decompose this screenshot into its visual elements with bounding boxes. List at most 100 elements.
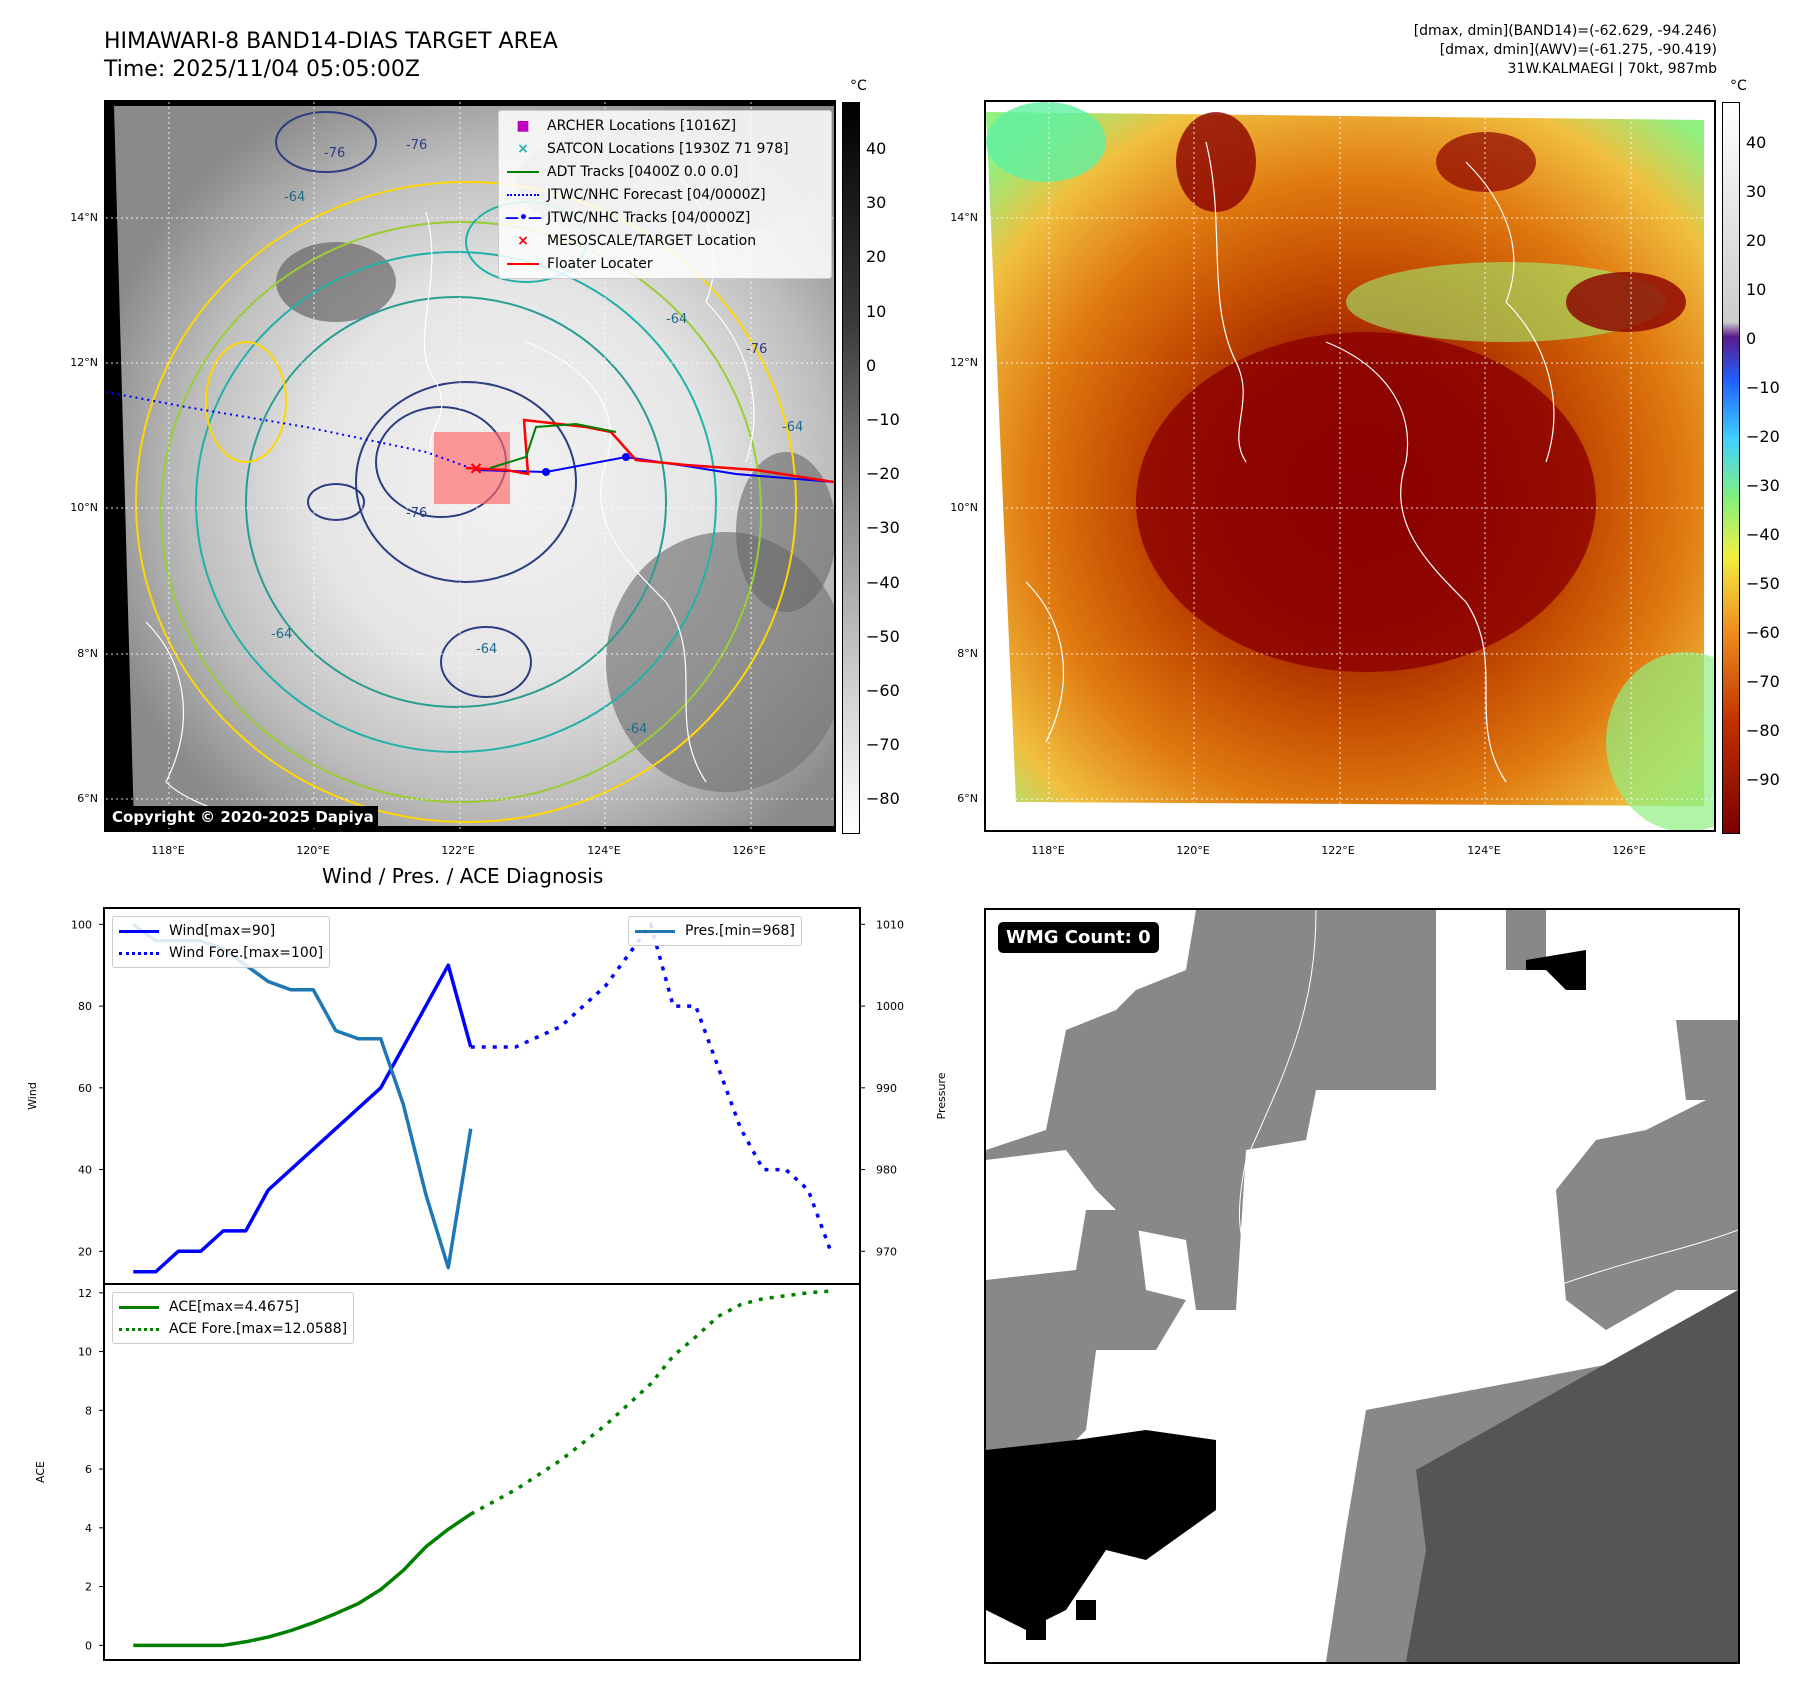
colorbar-tick: 0: [866, 355, 877, 375]
lon-tick: 126°E: [1612, 844, 1646, 857]
svg-text:×: ×: [468, 458, 483, 479]
adt-track: [489, 422, 617, 469]
wind-ytick-label: 60: [78, 1082, 92, 1095]
colorbar-tick: −20: [1746, 427, 1780, 446]
right-map-imagery: [986, 102, 1714, 830]
colorbar-tick: −70: [866, 735, 900, 755]
colorbar-tick: 10: [866, 301, 887, 321]
contour-label: -76: [324, 146, 346, 161]
colorbar-tick: −80: [866, 789, 900, 809]
lon-tick: 122°E: [441, 844, 475, 857]
wind-forecast-line: [470, 922, 833, 1252]
ace-ytick-label: 4: [85, 1522, 92, 1535]
left-colorbar: [842, 102, 860, 834]
contour-label: -64: [476, 642, 498, 657]
colorbar-tick: −20: [866, 464, 900, 484]
ace-ytick-label: 0: [85, 1639, 92, 1652]
info-storm: 31W.KALMAEGI | 70kt, 987mb: [1507, 61, 1717, 77]
info-awv: [dmax, dmin](AWV)=(-61.275, -90.419): [1439, 42, 1717, 58]
colorbar-tick: −50: [1746, 574, 1780, 593]
contour-label: -76: [746, 342, 768, 357]
legend-archer: ■ ARCHER Locations [1016Z]: [516, 117, 737, 134]
pres-legend-label: Pres.[min=968]: [685, 923, 795, 939]
legend-satcon: × SATCON Locations [1930Z 71 978]: [517, 140, 789, 157]
legend-tracks: —•— JTWC/NHC Tracks [04/0000Z]: [505, 209, 751, 226]
map-legend: ■ ARCHER Locations [1016Z] × SATCON Locati…: [498, 110, 832, 279]
lon-tick: 122°E: [1321, 844, 1355, 857]
wind-ytick-label: 40: [78, 1164, 92, 1177]
right-colorbar-unit: °C: [1730, 78, 1747, 94]
contour-label: -64: [271, 627, 293, 642]
lat-tick: 12°N: [70, 356, 98, 369]
lat-tick: 10°N: [950, 501, 978, 514]
lon-tick: 120°E: [1176, 844, 1210, 857]
pres-ytick-label: 1000: [876, 1000, 904, 1013]
ace-ytick-label: 12: [78, 1287, 92, 1300]
figure-time: Time: 2025/11/04 05:05:00Z: [104, 57, 420, 82]
wind-ytick-label: 100: [71, 918, 92, 931]
ace-legend-label: ACE[max=4.4675]: [169, 1299, 300, 1315]
pres-ytick-label: 970: [876, 1245, 897, 1258]
left-colorbar-unit: °C: [850, 78, 867, 94]
colorbar-tick: 0: [1746, 329, 1757, 348]
legend-forecast: JTWC/NHC Forecast [04/0000Z]: [505, 183, 825, 206]
ace-ytick-label: 10: [78, 1346, 92, 1359]
lat-tick: 6°N: [77, 792, 98, 805]
lat-tick: 8°N: [957, 647, 978, 660]
pres-ytick-label: 990: [876, 1082, 897, 1095]
left-map: × -64 -76 -76 -64 -76 -64 -64 -64 -76 -6…: [104, 100, 836, 832]
colorbar-tick: −10: [1746, 378, 1780, 397]
colorbar-tick: −80: [1746, 721, 1780, 740]
contour-label: -76: [406, 506, 428, 521]
lon-tick: 118°E: [1031, 844, 1065, 857]
wmg-panel: WMG Count: 0: [984, 908, 1740, 1664]
contour-label: -64: [666, 312, 688, 327]
colorbar-tick: 40: [866, 139, 887, 158]
lon-tick: 126°E: [732, 844, 766, 857]
contour-label: -64: [284, 190, 306, 205]
colorbar-tick: −30: [866, 518, 900, 538]
pres-axis-label: Pressure: [935, 1072, 948, 1119]
wmg-count-badge: WMG Count: 0: [998, 922, 1159, 953]
ace-forecast-line: [469, 1289, 831, 1516]
lat-tick: 14°N: [950, 211, 978, 224]
wind-legend-label: Wind[max=90]: [169, 923, 276, 939]
wind-axis-label: Wind: [26, 1082, 39, 1110]
right-map: [984, 100, 1716, 832]
lon-tick: 124°E: [587, 844, 621, 857]
contour-label: -64: [782, 420, 804, 435]
wind-ytick-label: 20: [78, 1245, 92, 1258]
legend-adt: ADT Tracks [0400Z 0.0 0.0]: [505, 160, 825, 183]
colorbar-tick: 10: [1746, 280, 1767, 299]
ace-legend: ACE[max=4.4675] ACE Fore.[max=12.0588]: [112, 1292, 355, 1344]
colorbar-tick: 20: [1746, 231, 1767, 250]
diagnosis-chart: 1008060402010101000990980970121086420Win…: [26, 907, 948, 1661]
colorbar-tick: 20: [866, 247, 887, 267]
lon-tick: 124°E: [1467, 844, 1501, 857]
wind-fore-legend-label: Wind Fore.[max=100]: [169, 945, 324, 961]
colorbar-tick: −60: [866, 681, 900, 700]
figure-title: HIMAWARI-8 BAND14-DIAS TARGET AREA: [104, 29, 558, 54]
colorbar-tick: −70: [1746, 672, 1780, 691]
wmg-imagery: [986, 910, 1738, 1662]
forecast-track: [106, 391, 477, 471]
ace-series-line: [133, 1512, 472, 1648]
right-colorbar: [1722, 102, 1740, 834]
ace-axis-label: ACE: [34, 1461, 47, 1483]
ace-fore-legend-label: ACE Fore.[max=12.0588]: [169, 1321, 348, 1337]
lat-tick: 12°N: [950, 356, 978, 369]
wind-series-line: [133, 963, 473, 1274]
lat-tick: 14°N: [70, 211, 98, 224]
contour-label: -76: [406, 138, 428, 153]
colorbar-tick: −10: [866, 410, 900, 429]
colorbar-tick: −30: [1746, 476, 1780, 495]
colorbar-tick: −50: [866, 626, 900, 646]
ace-axes-frame: [103, 1283, 861, 1661]
ace-ytick-label: 6: [85, 1463, 92, 1476]
colorbar-tick: 40: [1746, 133, 1767, 152]
legend-target: × MESOSCALE/TARGET Location: [517, 232, 757, 249]
ace-ytick-label: 8: [85, 1404, 92, 1417]
colorbar-tick: −40: [866, 572, 900, 592]
colorbar-tick: −90: [1746, 770, 1780, 789]
contour-label: -64: [626, 722, 648, 737]
